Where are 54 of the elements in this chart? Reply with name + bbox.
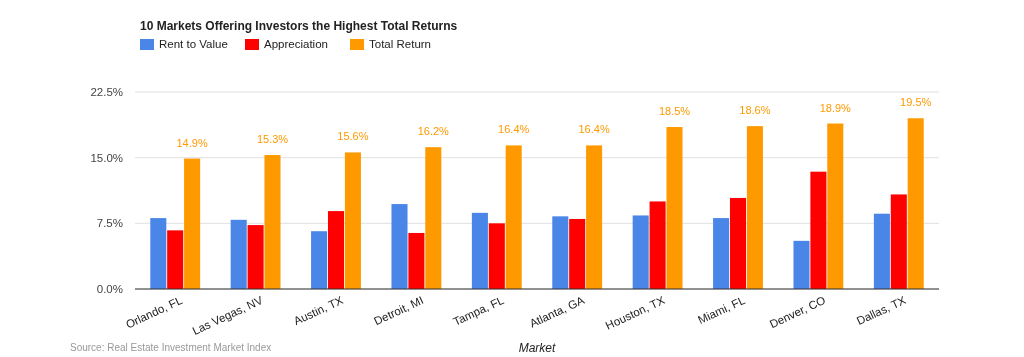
data-label: 16.4% [498,123,530,136]
bar [632,215,649,289]
bar [552,216,569,289]
bar [713,218,730,289]
bar [890,194,907,289]
bar [746,126,763,289]
data-label: 18.6% [739,104,771,117]
bar [167,230,184,289]
bar [184,158,201,289]
bar [488,223,505,289]
bar [327,211,345,289]
data-label: 16.2% [417,125,450,138]
data-label: 15.6% [337,130,369,143]
data-label: 15.3% [256,133,289,146]
bar [471,212,488,289]
x-tick-label: Las Vegas, NV [190,293,265,337]
bar [264,155,281,289]
source-note: Source: Real Estate Investment Market Index [70,342,272,353]
x-tick-label: Tampa, FL [451,293,507,328]
bar [793,240,810,289]
bar [729,197,747,289]
y-tick-label: 7.5% [96,217,123,230]
x-tick-label: Austin, TX [291,293,346,328]
bar [150,218,167,289]
bar [344,152,361,289]
bar [391,204,408,289]
bar [408,232,425,289]
chart-title: 10 Markets Offering Investors the Highest Total Returns [140,19,458,33]
legend-label: Total Return [369,38,432,50]
bar [907,118,924,289]
y-tick-label: 22.5% [90,86,123,99]
bar [827,123,844,289]
x-axis-title: Market [518,341,556,355]
bar [810,171,827,289]
data-label: 16.4% [578,123,610,136]
bar [666,127,683,289]
y-tick-label: 0.0% [96,283,123,296]
data-label: 19.5% [900,96,932,109]
y-tick-label: 15.0% [90,151,123,164]
bar [247,225,264,289]
bar [425,147,442,289]
legend-label: Rent to Value [159,38,228,50]
bar [873,213,890,289]
data-label: 18.5% [658,105,691,118]
bar [230,219,247,289]
bar [505,145,522,289]
x-tick-label: Dallas, TX [854,293,908,328]
bar [311,231,328,289]
bar [569,218,586,289]
legend-label: Appreciation [264,38,328,50]
bar [586,145,603,289]
data-label: 14.9% [176,136,208,149]
data-label: 18.9% [819,101,852,114]
bar [649,201,666,289]
